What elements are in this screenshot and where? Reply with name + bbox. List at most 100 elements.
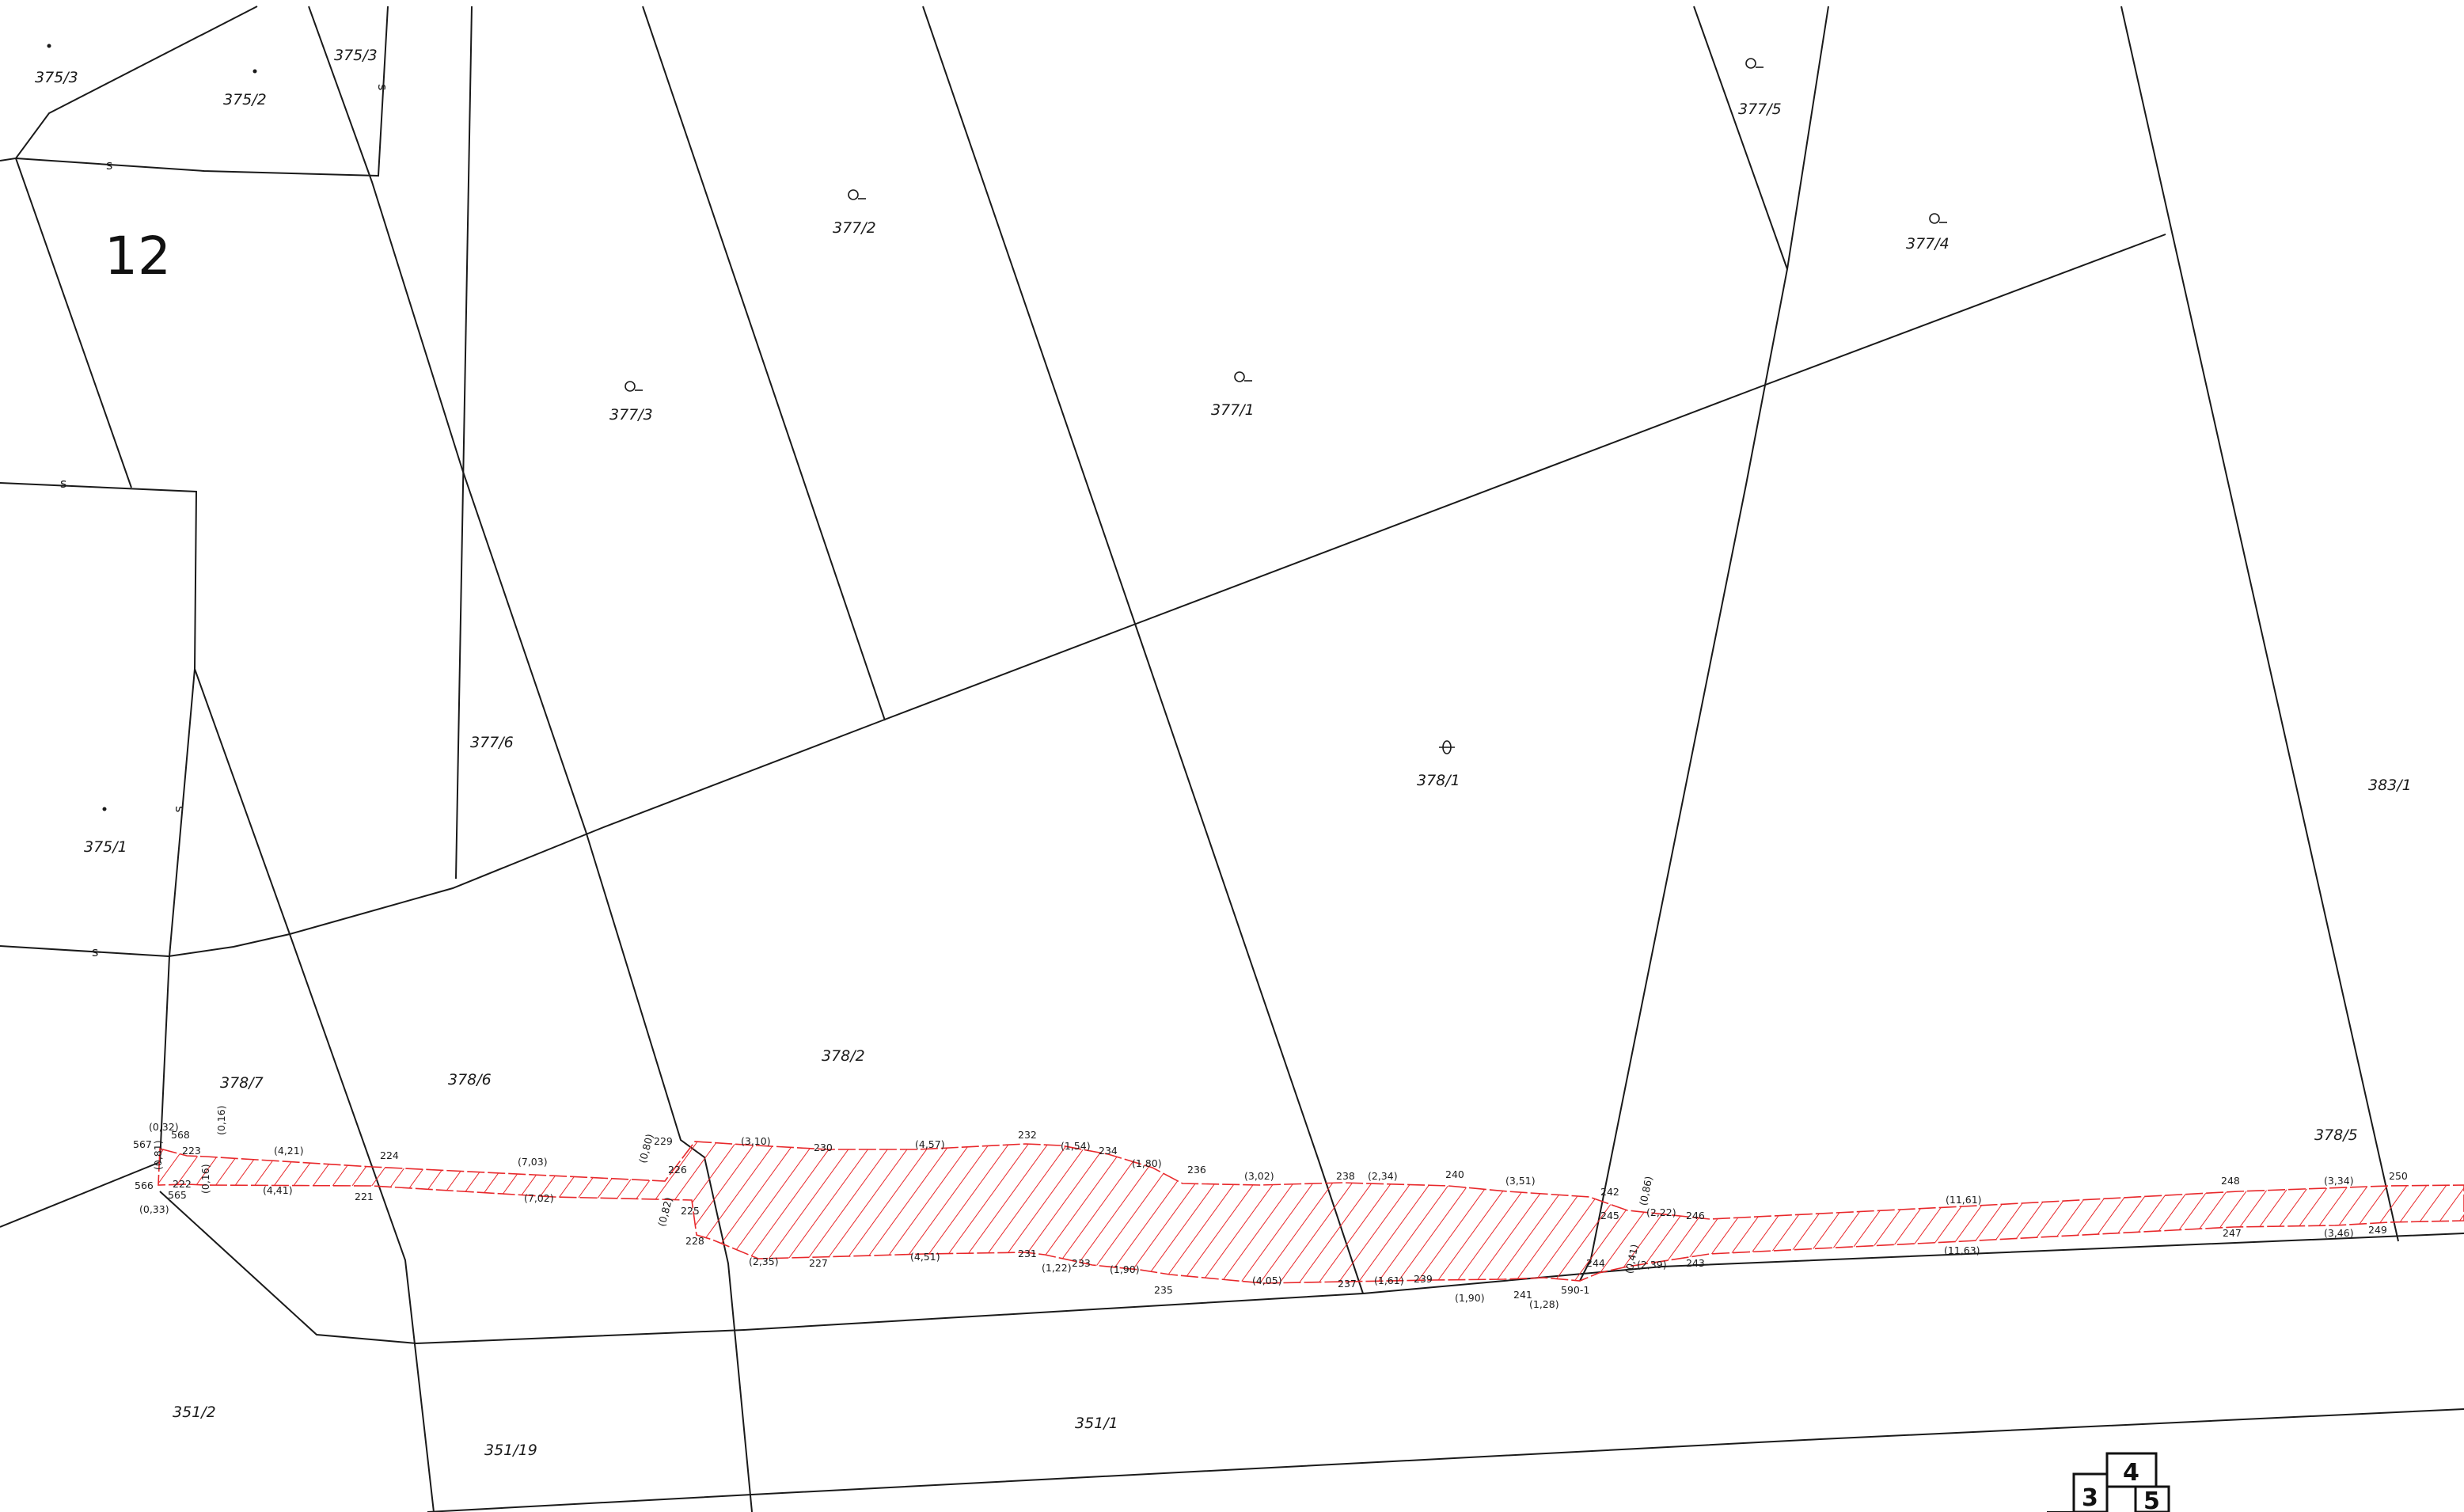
sheet-index-number: 5 [2143, 1487, 2160, 1512]
land-use-marks: s s s s s [60, 84, 390, 959]
parcel-label: 377/5 [1738, 101, 1782, 118]
distance-label: (1,90) [1455, 1292, 1485, 1304]
boundary-line [0, 234, 2166, 958]
distance-label: (0,82) [655, 1196, 674, 1228]
boundary-line [15, 158, 132, 488]
block-number: 12 [104, 226, 171, 287]
point-numbers: 567 568 223 566 222 565 221 224 229 226 … [133, 1129, 2408, 1301]
point-number: 222 [173, 1178, 192, 1190]
parcel-labels: 375/3 375/2 375/3 377/5 377/2 377/4 377/… [35, 47, 2412, 1459]
point-number: 231 [1018, 1248, 1037, 1259]
distance-label: (4,51) [910, 1251, 940, 1263]
parcel-label: 378/5 [2314, 1126, 2358, 1144]
sheet-index-box [2072, 1472, 2109, 1512]
point-number: 250 [2389, 1170, 2408, 1182]
parcel-label: 378/1 [1417, 772, 1460, 789]
distance-label: (11,63) [1944, 1244, 1980, 1256]
point-number: 244 [1586, 1257, 1605, 1269]
boundary-line [1693, 6, 1788, 270]
parcel-label: 377/2 [833, 219, 876, 237]
point-number: 223 [182, 1145, 201, 1157]
parcel-label: 377/4 [1906, 235, 1950, 253]
point-number: 242 [1600, 1186, 1619, 1198]
parcel-label: 351/2 [173, 1404, 216, 1421]
parcel-label: 351/19 [484, 1442, 537, 1459]
boundary-line [1579, 6, 1829, 1282]
land-use-mark: s [92, 944, 98, 959]
sheet-index: 4 3 5 [2047, 1452, 2170, 1512]
parcel-boundaries [0, 6, 2464, 1512]
point-number: 245 [1600, 1210, 1619, 1221]
map-symbols [47, 44, 1947, 811]
point-number: 229 [654, 1135, 673, 1147]
boundary-line [922, 6, 1364, 1294]
point-number: 235 [1154, 1284, 1173, 1296]
parcel-label: 378/2 [822, 1047, 865, 1065]
distance-label: (2,39) [1637, 1259, 1667, 1271]
point-number: 232 [1018, 1129, 1037, 1141]
distance-label: (2,22) [1646, 1206, 1676, 1218]
boundary-line [308, 6, 753, 1512]
orchard-symbol [1745, 58, 1764, 69]
point-number: 565 [168, 1189, 187, 1201]
sheet-index-number: 3 [2082, 1484, 2098, 1512]
orchard-symbol [848, 189, 866, 200]
distance-label: (2,35) [749, 1256, 779, 1267]
land-use-mark: s [106, 158, 112, 173]
parcel-label: 377/6 [470, 734, 514, 751]
land-use-mark: s [173, 806, 188, 812]
dot-symbol [47, 44, 51, 48]
orchard-symbol [1234, 371, 1252, 382]
point-number: 243 [1686, 1257, 1705, 1269]
boundary-line [2120, 6, 2399, 1242]
parcel-label: 378/7 [220, 1074, 264, 1092]
point-number: 234 [1099, 1145, 1118, 1157]
point-number: 239 [1414, 1273, 1433, 1285]
point-number: 238 [1336, 1170, 1355, 1182]
distance-label: (4,05) [1252, 1275, 1282, 1286]
parcel-label: 375/3 [334, 47, 378, 64]
point-number: 228 [685, 1235, 704, 1247]
point-number: 224 [380, 1149, 399, 1161]
distance-label: (1,54) [1061, 1140, 1091, 1152]
point-number: 221 [355, 1191, 374, 1202]
distance-label: (1,61) [1374, 1275, 1404, 1286]
boundary-line [0, 668, 196, 1228]
point-number: 227 [809, 1257, 828, 1269]
parcel-label: 377/1 [1211, 401, 1255, 419]
distance-label: (0,16) [199, 1164, 211, 1194]
boundary-line [159, 1191, 2464, 1345]
parcel-label: 378/6 [448, 1071, 492, 1088]
dot-symbol [252, 69, 257, 74]
point-number: 248 [2221, 1175, 2240, 1187]
point-number: 246 [1686, 1210, 1705, 1221]
point-number: 568 [171, 1129, 190, 1141]
parcel-label: 375/2 [223, 91, 267, 108]
orchard-symbol [1929, 213, 1947, 224]
point-number: 226 [668, 1164, 687, 1176]
boundary-line [0, 482, 435, 1512]
point-number: 566 [135, 1180, 154, 1191]
distance-label: (3,34) [2324, 1175, 2354, 1187]
parcel-label: 377/3 [609, 406, 653, 424]
point-number: 237 [1338, 1278, 1357, 1290]
sheet-index-box [2134, 1485, 2170, 1512]
planned-strip-area [158, 1141, 2464, 1284]
land-use-mark: s [60, 476, 66, 491]
point-number: 233 [1072, 1257, 1091, 1269]
distance-label: (0,81) [152, 1140, 164, 1170]
distance-label: (7,02) [524, 1192, 554, 1204]
dot-symbol [102, 807, 107, 811]
point-number: 241 [1513, 1289, 1532, 1301]
sheet-index-number: 4 [2123, 1459, 2139, 1487]
point-number: 247 [2223, 1227, 2242, 1239]
distance-label: (11,61) [1946, 1194, 1982, 1206]
parcel-label: 375/1 [84, 838, 127, 856]
distance-label: (2,34) [1368, 1170, 1398, 1182]
orchard-symbol [625, 381, 643, 392]
distance-label: (0,33) [139, 1203, 169, 1215]
distance-label: (0,86) [1637, 1175, 1654, 1206]
distance-label: (4,41) [263, 1184, 293, 1196]
hatched-strip [158, 1141, 2464, 1284]
